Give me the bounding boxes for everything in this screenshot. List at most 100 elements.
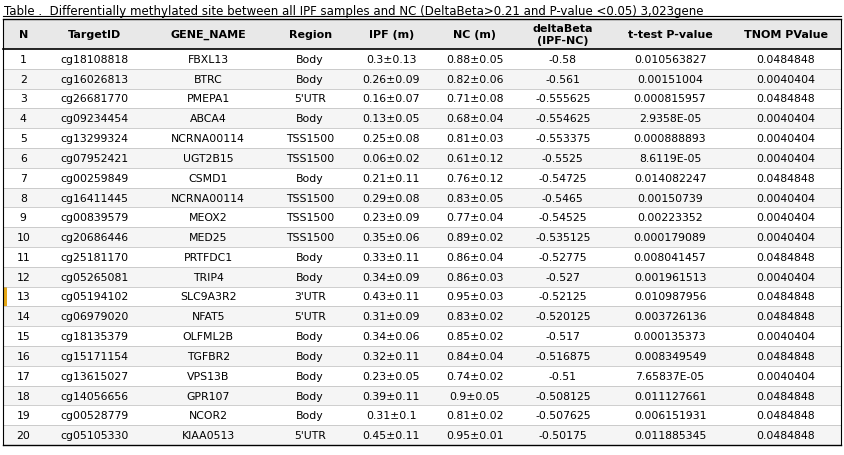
Text: cg26681770: cg26681770	[61, 94, 128, 104]
Bar	[3, 287, 7, 307]
Text: 0.31±0.09: 0.31±0.09	[363, 312, 420, 322]
Text: 0.0484848: 0.0484848	[756, 253, 815, 263]
Text: 0.25±0.08: 0.25±0.08	[363, 134, 420, 144]
Bar	[3, 366, 841, 386]
Text: 0.21±0.11: 0.21±0.11	[363, 173, 420, 183]
Text: ABCA4: ABCA4	[190, 114, 226, 124]
Text: 0.86±0.04: 0.86±0.04	[446, 253, 504, 263]
Text: Body: Body	[296, 75, 324, 85]
Text: Region: Region	[289, 30, 332, 40]
Text: 5'UTR: 5'UTR	[295, 430, 326, 440]
Text: cg05105330: cg05105330	[61, 430, 129, 440]
Text: 0.010563827: 0.010563827	[634, 55, 706, 65]
Text: -0.52125: -0.52125	[538, 292, 587, 302]
Text: 0.000888893: 0.000888893	[634, 134, 706, 144]
Text: NCRNA00114: NCRNA00114	[171, 193, 245, 203]
Text: 0.0484848: 0.0484848	[756, 410, 815, 420]
Bar	[3, 346, 841, 366]
Text: GPR107: GPR107	[187, 391, 230, 400]
Text: -0.517: -0.517	[545, 331, 581, 341]
Bar	[3, 267, 841, 287]
Text: 0.006151931: 0.006151931	[634, 410, 706, 420]
Text: 0.0484848: 0.0484848	[756, 94, 815, 104]
Text: 0.95±0.01: 0.95±0.01	[446, 430, 504, 440]
Text: 0.35±0.06: 0.35±0.06	[363, 233, 420, 243]
Bar	[3, 50, 841, 70]
Text: -0.51: -0.51	[549, 371, 576, 381]
Text: cg00259849: cg00259849	[61, 173, 128, 183]
Text: 0.0484848: 0.0484848	[756, 173, 815, 183]
Text: 0.81±0.02: 0.81±0.02	[446, 410, 504, 420]
Text: Body: Body	[296, 114, 324, 124]
Text: NCOR2: NCOR2	[189, 410, 228, 420]
Text: -0.507625: -0.507625	[535, 410, 591, 420]
Text: 0.008349549: 0.008349549	[634, 351, 706, 361]
Text: 0.74±0.02: 0.74±0.02	[446, 371, 504, 381]
Text: -0.508125: -0.508125	[535, 391, 591, 400]
Text: cg25181170: cg25181170	[61, 253, 128, 263]
Text: 1: 1	[20, 55, 27, 65]
Bar	[3, 20, 841, 50]
Text: 0.000815957: 0.000815957	[634, 94, 706, 104]
Text: 0.00223352: 0.00223352	[637, 213, 703, 223]
Text: 0.0484848: 0.0484848	[756, 312, 815, 322]
Text: 16: 16	[16, 351, 30, 361]
Text: Body: Body	[296, 272, 324, 282]
Text: -0.52775: -0.52775	[538, 253, 587, 263]
Text: Body: Body	[296, 331, 324, 341]
Text: 0.010987956: 0.010987956	[634, 292, 706, 302]
Text: cg16026813: cg16026813	[61, 75, 128, 85]
Bar	[3, 89, 841, 109]
Text: NFAT5: NFAT5	[192, 312, 225, 322]
Bar	[3, 149, 841, 168]
Text: UGT2B15: UGT2B15	[183, 154, 234, 163]
Text: 10: 10	[16, 233, 30, 243]
Text: TSS1500: TSS1500	[286, 134, 334, 144]
Text: 0.0040404: 0.0040404	[756, 154, 815, 163]
Text: 0.86±0.03: 0.86±0.03	[446, 272, 504, 282]
Text: 0.81±0.03: 0.81±0.03	[446, 134, 504, 144]
Text: 0.06±0.02: 0.06±0.02	[362, 154, 420, 163]
Text: 19: 19	[16, 410, 30, 420]
Text: cg15171154: cg15171154	[61, 351, 128, 361]
Text: 20: 20	[16, 430, 30, 440]
Text: 0.00150739: 0.00150739	[637, 193, 703, 203]
Text: 0.0040404: 0.0040404	[756, 371, 815, 381]
Text: 2: 2	[20, 75, 27, 85]
Text: 0.88±0.05: 0.88±0.05	[446, 55, 504, 65]
Text: 7: 7	[20, 173, 27, 183]
Text: cg18108818: cg18108818	[61, 55, 128, 65]
Bar	[3, 425, 841, 445]
Text: 0.003726136: 0.003726136	[634, 312, 706, 322]
Text: 0.0040404: 0.0040404	[756, 331, 815, 341]
Text: 0.0040404: 0.0040404	[756, 75, 815, 85]
Text: 15: 15	[16, 331, 30, 341]
Text: 0.31±0.1: 0.31±0.1	[366, 410, 417, 420]
Text: cg14056656: cg14056656	[61, 391, 128, 400]
Text: NCRNA00114: NCRNA00114	[171, 134, 245, 144]
Text: 0.33±0.11: 0.33±0.11	[363, 253, 420, 263]
Text: -0.58: -0.58	[549, 55, 576, 65]
Text: -0.516875: -0.516875	[535, 351, 591, 361]
Text: TSS1500: TSS1500	[286, 233, 334, 243]
Text: cg16411445: cg16411445	[61, 193, 128, 203]
Text: 0.83±0.05: 0.83±0.05	[446, 193, 504, 203]
Text: Body: Body	[296, 253, 324, 263]
Text: 3: 3	[20, 94, 27, 104]
Text: 0.3±0.13: 0.3±0.13	[366, 55, 417, 65]
Text: 0.77±0.04: 0.77±0.04	[446, 213, 504, 223]
Text: CSMD1: CSMD1	[188, 173, 228, 183]
Text: 0.34±0.09: 0.34±0.09	[363, 272, 420, 282]
Text: 5'UTR: 5'UTR	[295, 94, 326, 104]
Text: -0.555625: -0.555625	[535, 94, 591, 104]
Text: cg00528779: cg00528779	[61, 410, 128, 420]
Text: BTRC: BTRC	[194, 75, 223, 85]
Text: 11: 11	[16, 253, 30, 263]
Text: cg00839579: cg00839579	[61, 213, 128, 223]
Text: deltaBeta
(IPF-NC): deltaBeta (IPF-NC)	[533, 24, 593, 46]
Text: 0.23±0.09: 0.23±0.09	[363, 213, 420, 223]
Text: 0.82±0.06: 0.82±0.06	[446, 75, 504, 85]
Text: -0.5525: -0.5525	[542, 154, 584, 163]
Text: 7.65837E-05: 7.65837E-05	[636, 371, 705, 381]
Bar	[3, 228, 841, 248]
